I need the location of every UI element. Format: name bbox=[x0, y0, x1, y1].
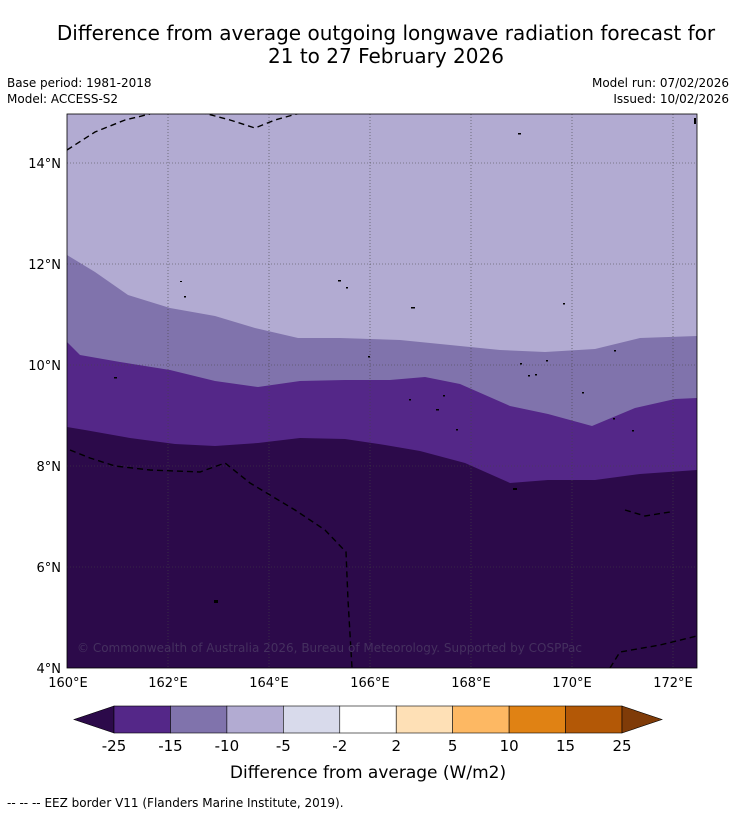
colorbar-title: Difference from average (W/m2) bbox=[230, 763, 506, 783]
colorbar-label-2: -10 bbox=[215, 737, 240, 755]
title-line-2: 21 to 27 February 2026 bbox=[268, 44, 504, 68]
colorbar-label-8: 15 bbox=[556, 737, 575, 755]
colorbar-cell-3 bbox=[226, 705, 284, 734]
eez-border-lines bbox=[67, 114, 697, 668]
meta-right: Model run: 07/02/2026 Issued: 10/02/2026 bbox=[592, 75, 729, 107]
lon-tick-164e: 164°E bbox=[249, 676, 289, 691]
colorbar-label-9: 25 bbox=[612, 737, 631, 755]
colorbar-label-4: -2 bbox=[332, 737, 347, 755]
colorbar-cell-9 bbox=[565, 705, 623, 734]
model-name: Model: ACCESS-S2 bbox=[7, 92, 119, 106]
base-period: Base period: 1981-2018 bbox=[7, 76, 152, 90]
colorbar-extend-high bbox=[621, 705, 663, 734]
colorbar-cell-7 bbox=[452, 705, 510, 734]
colorbar-cell-5 bbox=[339, 705, 397, 734]
lon-tick-162e: 162°E bbox=[148, 676, 188, 691]
lat-tick-12n: 12°N bbox=[28, 258, 61, 273]
title-line-1: Difference from average outgoing longwav… bbox=[56, 21, 716, 45]
lat-tick-10n: 10°N bbox=[28, 359, 61, 374]
band-below-minus-25 bbox=[67, 427, 697, 668]
lat-tick-14n: 14°N bbox=[28, 157, 61, 172]
meta-left: Base period: 1981-2018 Model: ACCESS-S2 bbox=[7, 75, 152, 107]
colorbar-cells bbox=[73, 705, 663, 734]
colorbar-label-0: -25 bbox=[102, 737, 127, 755]
islands bbox=[114, 118, 696, 603]
footer-legend: -- -- -- EEZ border V11 (Flanders Marine… bbox=[7, 796, 344, 810]
colorbar-cell-6 bbox=[395, 705, 453, 734]
lon-tick-160e: 160°E bbox=[48, 676, 88, 691]
lat-tick-4n: 4°N bbox=[37, 662, 62, 677]
colorbar-label-3: -5 bbox=[276, 737, 291, 755]
colorbar-cell-1 bbox=[113, 705, 171, 734]
eez-legend-symbol: -- -- -- bbox=[7, 796, 41, 810]
copyright-notice: © Commonwealth of Australia 2026, Bureau… bbox=[77, 641, 582, 655]
colorbar-label-6: 5 bbox=[448, 737, 458, 755]
model-run: Model run: 07/02/2026 bbox=[591, 76, 729, 90]
chart-title: Difference from average outgoing longwav… bbox=[0, 22, 736, 68]
lon-tick-170e: 170°E bbox=[552, 676, 592, 691]
colorbar-extend-low bbox=[73, 705, 115, 734]
colorbar-cell-2 bbox=[170, 705, 228, 734]
colorbar-labels: -25 -15 -10 -5 -2 2 5 10 15 25 bbox=[102, 737, 632, 755]
lon-tick-172e: 172°E bbox=[653, 676, 693, 691]
colorbar-cell-4 bbox=[283, 705, 341, 734]
colorbar-label-1: -15 bbox=[158, 737, 183, 755]
lon-tick-labels: 160°E 162°E 164°E 166°E 168°E 170°E 172°… bbox=[48, 676, 693, 691]
lon-tick-168e: 168°E bbox=[451, 676, 491, 691]
colorbar-label-7: 10 bbox=[500, 737, 519, 755]
colorbar: -25 -15 -10 -5 -2 2 5 10 15 25 Difference from av… bbox=[73, 705, 663, 783]
map-field: © Commonwealth of Australia 2026, Bureau… bbox=[67, 114, 697, 668]
lat-tick-labels: 14°N 12°N 10°N 8°N 6°N 4°N bbox=[28, 157, 61, 677]
gridlines bbox=[67, 114, 697, 668]
issued-date: Issued: 10/02/2026 bbox=[613, 92, 729, 106]
lat-tick-8n: 8°N bbox=[37, 460, 62, 475]
colorbar-label-5: 2 bbox=[391, 737, 401, 755]
eez-legend-text: EEZ border V11 (Flanders Marine Institut… bbox=[44, 796, 344, 810]
lon-tick-166e: 166°E bbox=[350, 676, 390, 691]
olr-anomaly-map: © Commonwealth of Australia 2026, Bureau… bbox=[28, 113, 698, 783]
lat-tick-6n: 6°N bbox=[37, 561, 62, 576]
map-frame bbox=[66, 113, 698, 669]
colorbar-cell-8 bbox=[508, 705, 566, 734]
